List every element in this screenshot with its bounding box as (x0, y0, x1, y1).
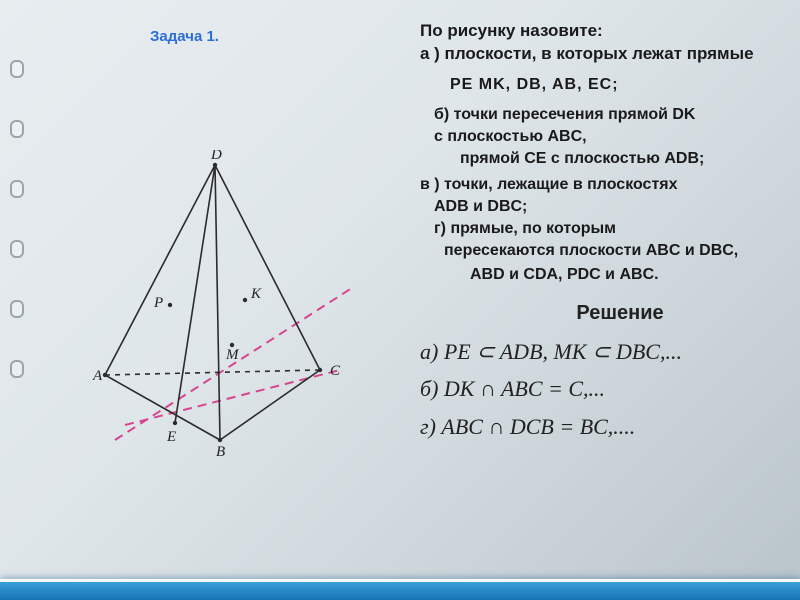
content-area: Задача 1. По рисунку назовите: а ) плоск… (90, 20, 760, 570)
right-column: По рисунку назовите: а ) плоскости, в ко… (420, 20, 760, 445)
heading-2: а ) плоскости, в которых лежат прямые (420, 43, 760, 66)
svg-text:K: K (250, 286, 262, 302)
ring-deco (10, 180, 24, 198)
line-d1: г) прямые, по которым (434, 220, 760, 238)
svg-text:D: D (210, 150, 222, 163)
task-label: Задача 1. (150, 28, 219, 45)
solution-title: Решение (480, 302, 760, 325)
ring-deco (10, 60, 24, 78)
line-pe: PE MK, DB, AB, EC; (450, 76, 760, 94)
svg-text:P: P (153, 295, 163, 311)
line-d2: пересекаются плоскости ABC и DBC, (444, 242, 760, 260)
ring-deco (10, 300, 24, 318)
solution-a: а) PE ⊂ ADB, MK ⊂ DBC,... (420, 333, 760, 370)
pyramid-svg: A B C D E P K M (90, 150, 390, 470)
solution-g: г) ABC ∩ DCB = BC,.... (420, 408, 760, 445)
line-c2: ADB и DBC; (434, 198, 760, 216)
footer-bar (0, 579, 800, 600)
line-c: в ) точки, лежащие в плоскостях (420, 176, 760, 194)
ring-deco (10, 240, 24, 258)
svg-text:E: E (166, 429, 176, 445)
line-d3: ABD и CDA, PDC и ABC. (470, 266, 760, 284)
svg-text:A: A (92, 368, 103, 384)
svg-text:C: C (330, 363, 341, 379)
line-b3: прямой CE с плоскостью ADB; (460, 150, 760, 168)
svg-text:B: B (216, 444, 225, 460)
solution-b: б) DK ∩ ABC = C,... (420, 370, 760, 407)
ring-deco (10, 120, 24, 138)
svg-text:M: M (225, 347, 240, 363)
line-b2: с плоскостью ABC, (434, 128, 760, 146)
line-b1: б) точки пересечения прямой DK (434, 106, 760, 124)
slide: Задача 1. По рисунку назовите: а ) плоск… (0, 0, 800, 600)
ring-deco (10, 360, 24, 378)
pyramid-diagram: A B C D E P K M (90, 150, 390, 475)
heading-1: По рисунку назовите: (420, 20, 760, 43)
